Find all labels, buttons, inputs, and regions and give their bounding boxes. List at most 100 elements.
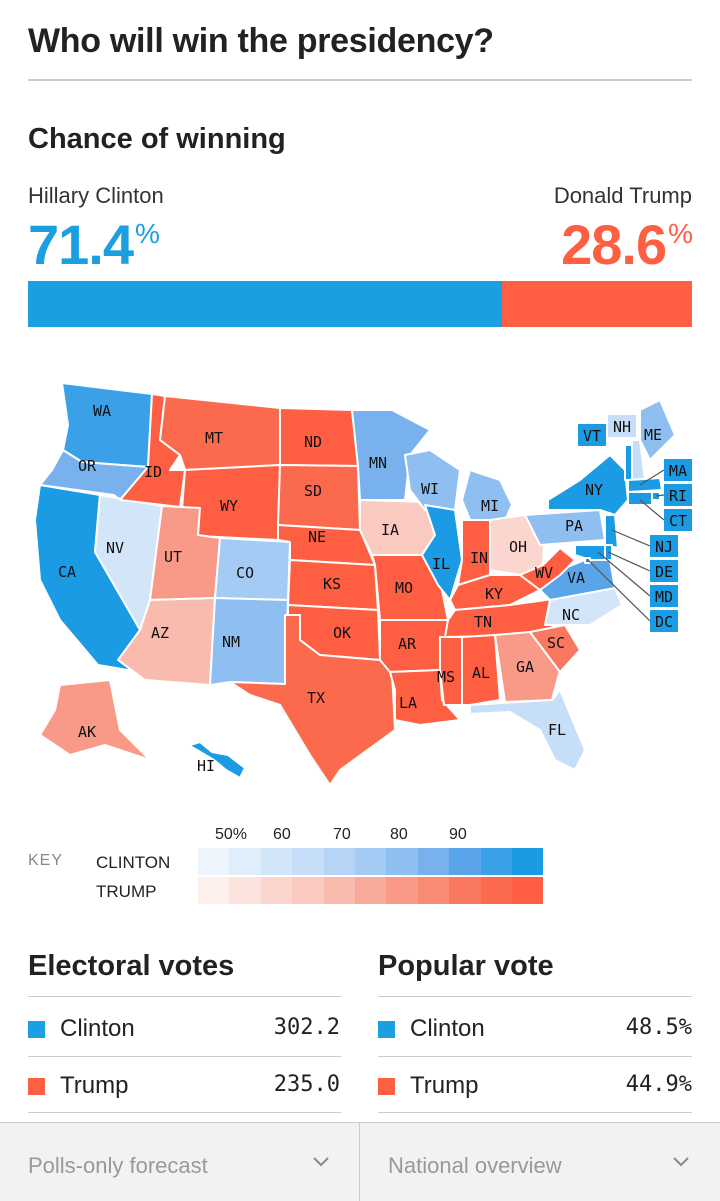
- state-label: DE: [655, 563, 673, 581]
- popular-clinton-name: Clinton: [410, 1015, 485, 1042]
- state-label: NM: [222, 633, 240, 651]
- overview-dropdown-label: National overview: [388, 1153, 562, 1178]
- state-label: CA: [58, 563, 76, 581]
- chance-bar: [28, 281, 692, 327]
- key-trump-label: TRUMP: [96, 882, 157, 901]
- chance-heading: Chance of winning: [28, 123, 286, 155]
- state-label: IA: [381, 521, 399, 539]
- state-dc: [584, 557, 591, 564]
- state-connector: [597, 551, 651, 597]
- state-label: NY: [585, 481, 603, 499]
- popular-clinton-value: 48.5%: [625, 1015, 692, 1040]
- state-connector: [607, 551, 651, 572]
- state-label: OH: [509, 538, 527, 556]
- scale-step: [386, 877, 418, 904]
- state-ms: [439, 636, 463, 706]
- state-ct: [627, 491, 653, 506]
- scale-step: [323, 877, 355, 904]
- state-ma: [627, 477, 663, 493]
- key-tick-60: 60: [273, 826, 291, 843]
- state-label: DC: [655, 613, 673, 631]
- scale-step: [449, 877, 481, 904]
- key-label: KEY: [28, 852, 64, 869]
- electoral-clinton-name: Clinton: [60, 1015, 135, 1042]
- key-clinton-label: CLINTON: [96, 853, 171, 872]
- state-label: MI: [481, 497, 499, 515]
- state-label: VT: [583, 427, 601, 445]
- state-label: ME: [644, 426, 662, 444]
- state-label: AZ: [151, 624, 169, 642]
- trump-swatch: [378, 1078, 395, 1095]
- scale-step: [511, 848, 544, 875]
- state-il: [421, 504, 463, 601]
- scale-step: [511, 877, 544, 904]
- state-label: VA: [567, 569, 585, 587]
- trump-color-scale: [198, 877, 544, 904]
- trump-name: Donald Trump: [553, 183, 692, 208]
- state-label: MO: [395, 579, 413, 597]
- state-label: LA: [399, 694, 417, 712]
- state-label: RI: [669, 487, 687, 505]
- scale-step: [480, 848, 512, 875]
- state-nj: [604, 514, 619, 549]
- overview-dropdown[interactable]: National overview: [360, 1123, 720, 1201]
- state-connector: [587, 559, 651, 622]
- state-fl: [469, 689, 586, 771]
- clinton-chance: 71.4%: [28, 213, 160, 276]
- state-wv: [519, 547, 576, 591]
- state-label-box: [608, 415, 636, 437]
- state-label: OR: [78, 457, 97, 475]
- state-al: [461, 634, 501, 706]
- state-label: OK: [333, 624, 351, 642]
- scale-step: [292, 848, 324, 875]
- state-me: [639, 399, 676, 461]
- state-label-box: [650, 560, 678, 582]
- state-connector: [639, 469, 665, 486]
- state-label-box: [650, 535, 678, 557]
- scale-step: [480, 877, 512, 904]
- state-label: MT: [205, 429, 223, 447]
- chevron-down-icon: [673, 1157, 689, 1167]
- electoral-clinton-value: 302.2: [273, 1015, 340, 1040]
- state-label: HI: [197, 757, 215, 775]
- state-label: CO: [236, 564, 254, 582]
- state-label: NV: [106, 539, 124, 557]
- state-label: MS: [437, 668, 455, 686]
- clinton-color-scale: [198, 848, 544, 875]
- state-label-box: [664, 459, 692, 481]
- page-title: Who will win the presidency?: [28, 22, 494, 60]
- scale-step: [229, 877, 261, 904]
- state-label: NE: [308, 528, 326, 546]
- state-label: FL: [548, 721, 566, 739]
- row-divider: [28, 1056, 341, 1057]
- state-label-box: [664, 509, 692, 531]
- state-label: PA: [565, 517, 583, 535]
- state-connector: [611, 529, 651, 547]
- state-label: WA: [93, 402, 111, 420]
- scale-step: [198, 877, 230, 904]
- scale-step: [292, 877, 324, 904]
- state-label: TN: [474, 613, 492, 631]
- key-tick-90: 90: [449, 826, 467, 843]
- state-label: WV: [535, 564, 553, 582]
- scale-step: [386, 848, 418, 875]
- footer-bar: Polls-only forecast National overview: [0, 1122, 720, 1201]
- popular-trump-name: Trump: [410, 1072, 479, 1099]
- state-label: AK: [78, 723, 96, 741]
- state-label: AL: [472, 664, 490, 682]
- state-sc: [529, 624, 581, 673]
- scale-step: [229, 848, 261, 875]
- electoral-heading: Electoral votes: [28, 950, 235, 982]
- clinton-name: Hillary Clinton: [28, 183, 164, 208]
- state-connector: [655, 494, 665, 497]
- state-connector: [639, 499, 665, 521]
- state-label: NC: [562, 606, 580, 624]
- row-divider: [378, 1056, 692, 1057]
- state-label: GA: [516, 658, 534, 676]
- electoral-divider: [28, 996, 341, 997]
- scale-step: [260, 848, 293, 875]
- forecast-dropdown[interactable]: Polls-only forecast: [0, 1123, 360, 1201]
- state-label: MA: [669, 462, 687, 480]
- key-tick-80: 80: [390, 826, 408, 843]
- state-label: CT: [669, 512, 687, 530]
